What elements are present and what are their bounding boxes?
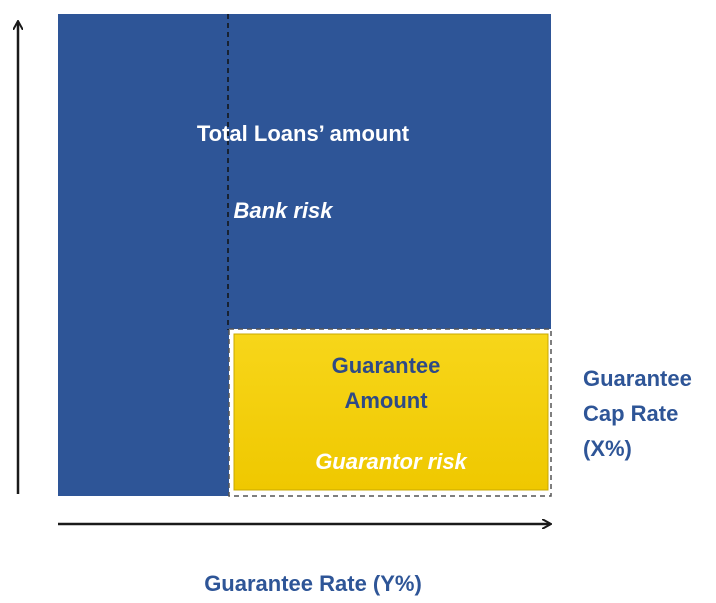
guarantor-risk: Guarantor risk (315, 449, 468, 474)
cap-label: Guarantee (583, 366, 692, 391)
cap-label: Cap Rate (583, 401, 678, 426)
guarantee-dash (228, 328, 552, 497)
bank-title: Total Loans’ amount (197, 121, 410, 146)
guarantee-box (233, 333, 549, 491)
x-axis-label: Guarantee Rate (Y%) (204, 571, 422, 596)
bank-risk: Bank risk (233, 198, 334, 223)
guarantee-line: Guarantee (332, 353, 441, 378)
cap-label: (X%) (583, 436, 632, 461)
guarantee-line: Amount (344, 388, 428, 413)
